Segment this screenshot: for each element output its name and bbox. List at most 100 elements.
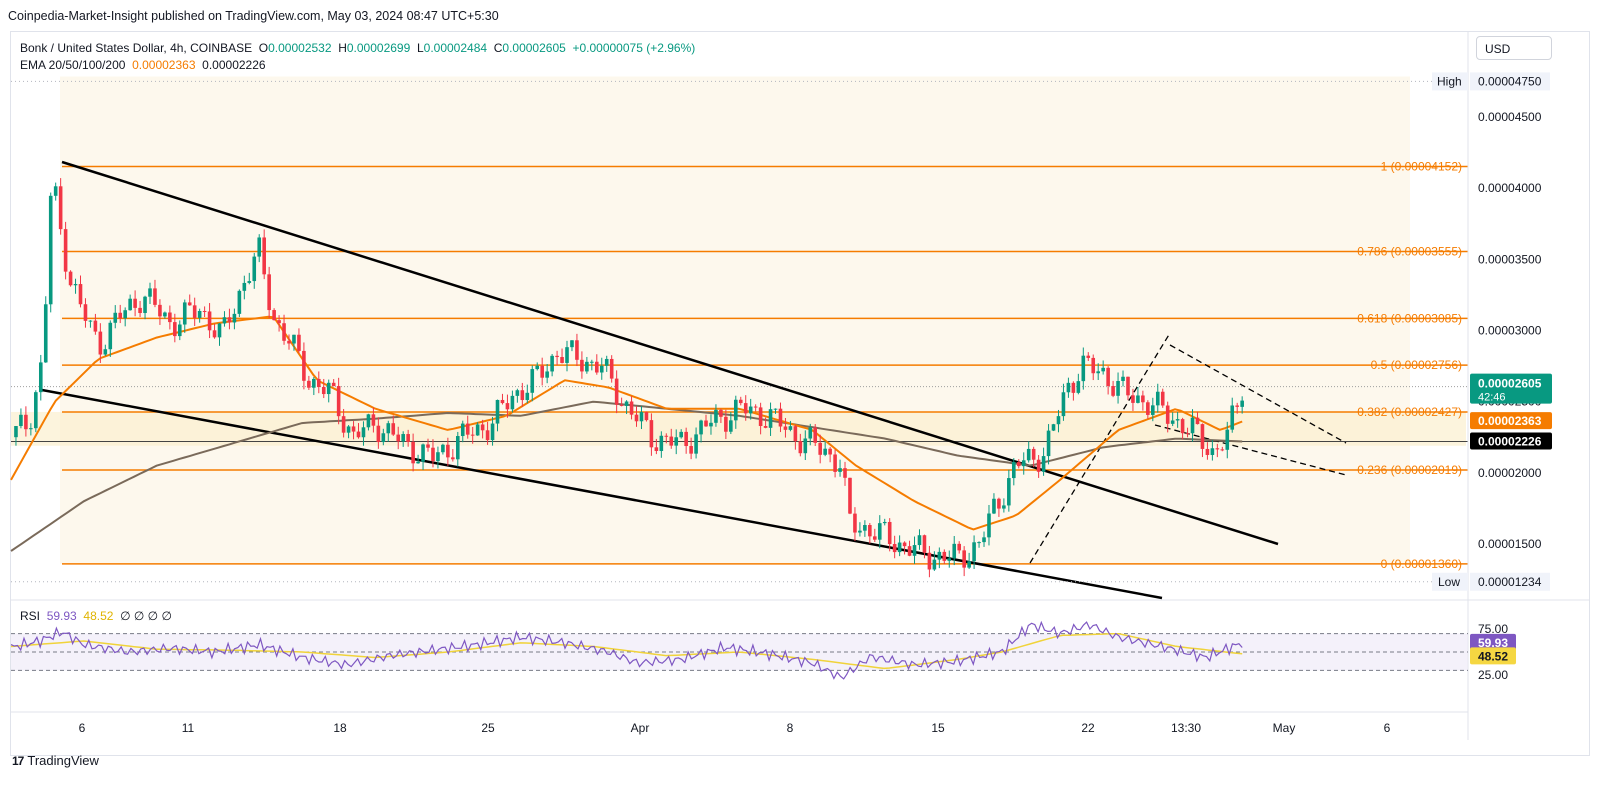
rsi-tag bbox=[1470, 633, 1516, 651]
candle-body bbox=[768, 409, 773, 428]
candle-body bbox=[287, 340, 291, 344]
candle-body bbox=[570, 340, 574, 348]
candle-body bbox=[1215, 448, 1220, 450]
candle-body bbox=[168, 312, 172, 323]
y-tick-5: 0.00002000 bbox=[1478, 466, 1542, 480]
candle-body bbox=[1116, 380, 1120, 396]
candle-body bbox=[1205, 448, 1210, 455]
candle-body bbox=[242, 282, 247, 291]
candle-body bbox=[1091, 357, 1096, 374]
symbol-label[interactable]: Bonk / United States Dollar, 4h, COINBAS… bbox=[20, 41, 253, 55]
candle-body bbox=[669, 436, 674, 446]
candle-body bbox=[947, 558, 952, 561]
candle-body bbox=[1076, 381, 1081, 393]
candle-body bbox=[143, 296, 147, 314]
candle-body bbox=[118, 312, 123, 319]
low-tag-bg bbox=[1432, 572, 1468, 591]
candle-body bbox=[361, 427, 366, 438]
candle-body bbox=[614, 378, 619, 405]
rsi-ma-tag bbox=[1470, 647, 1516, 665]
candle-body bbox=[326, 382, 331, 395]
candle-body bbox=[565, 347, 569, 363]
x-tick-5: 8 bbox=[787, 721, 794, 735]
rsi-tag-value: 59.93 bbox=[1478, 636, 1508, 650]
candle-body bbox=[222, 317, 227, 324]
candle-body bbox=[580, 359, 584, 372]
candle-body bbox=[88, 320, 93, 322]
candle-body bbox=[515, 390, 520, 396]
candle-body bbox=[1086, 355, 1091, 358]
rsi-label[interactable]: RSI bbox=[20, 609, 41, 623]
ema-label[interactable]: EMA 20/50/100/200 bbox=[20, 58, 126, 72]
fib-shade bbox=[60, 76, 1410, 564]
tradingview-brand[interactable]: 17 TradingView bbox=[12, 753, 99, 768]
bar-countdown: 42:46 bbox=[1478, 392, 1506, 404]
candle-body bbox=[619, 404, 624, 406]
candle-body bbox=[257, 237, 262, 257]
candle-body bbox=[912, 545, 917, 556]
candle-body bbox=[858, 530, 862, 533]
x-tick-10: 6 bbox=[1384, 721, 1391, 735]
high-label: H bbox=[338, 41, 347, 55]
candle-body bbox=[853, 513, 857, 533]
candle-body bbox=[594, 361, 599, 373]
candle-body bbox=[838, 468, 842, 472]
candle-body bbox=[128, 298, 132, 311]
candle-body bbox=[247, 281, 252, 283]
y-tick-6: 0.00001500 bbox=[1478, 537, 1542, 551]
candle-body bbox=[24, 414, 28, 430]
candle-body bbox=[133, 298, 137, 308]
candle-body bbox=[1106, 367, 1110, 386]
candle-body bbox=[982, 537, 986, 543]
candle-body bbox=[63, 229, 68, 272]
candle-body bbox=[376, 425, 381, 443]
high-tag-value: 0.00004750 bbox=[1478, 74, 1542, 88]
candle-body bbox=[78, 284, 83, 305]
candle-body bbox=[773, 408, 778, 410]
candle-body bbox=[743, 403, 748, 414]
candle-body bbox=[292, 334, 296, 344]
candle-body bbox=[828, 448, 832, 455]
candle-body bbox=[962, 550, 966, 568]
rsi-tick-0: 75.00 bbox=[1478, 622, 1508, 636]
candle-body bbox=[441, 444, 445, 453]
candle-body bbox=[694, 434, 698, 454]
candle-body bbox=[813, 427, 818, 443]
candle-body bbox=[351, 426, 356, 432]
candle-body bbox=[1041, 456, 1046, 472]
low-value: 0.00002484 bbox=[423, 41, 488, 55]
candle-body bbox=[1235, 405, 1240, 407]
candle-body bbox=[674, 437, 679, 446]
candle-body bbox=[1210, 448, 1215, 455]
fib-label-1: 0.786 (0.00003555) bbox=[1357, 244, 1462, 258]
candle-body bbox=[972, 542, 976, 562]
candle-body bbox=[997, 498, 1001, 509]
currency-button[interactable]: USD bbox=[1476, 36, 1552, 60]
candle-body bbox=[68, 271, 73, 286]
candle-body bbox=[987, 513, 991, 538]
ema-fast-tag bbox=[1470, 412, 1552, 430]
candle-body bbox=[277, 320, 281, 324]
change-value: +0.00000075 (+2.96%) bbox=[572, 41, 696, 55]
candle-body bbox=[1160, 391, 1165, 406]
candle-body bbox=[733, 399, 738, 421]
candle-body bbox=[932, 559, 937, 570]
candle-body bbox=[451, 457, 455, 460]
candle-body bbox=[202, 310, 207, 312]
low-tag-label: Low bbox=[1438, 575, 1460, 589]
candle-body bbox=[83, 304, 88, 321]
candle-body bbox=[1190, 417, 1195, 434]
candle-body bbox=[1046, 430, 1051, 457]
candle-body bbox=[907, 546, 912, 556]
candle-body bbox=[192, 305, 197, 318]
candle-body bbox=[1220, 449, 1225, 451]
candle-body bbox=[252, 256, 257, 282]
candle-body bbox=[937, 551, 942, 560]
candle-body bbox=[684, 431, 688, 447]
rsi-tick-1: 25.00 bbox=[1478, 668, 1508, 682]
candle-body bbox=[1066, 382, 1071, 393]
candle-body bbox=[1012, 462, 1016, 479]
candle-body bbox=[520, 390, 525, 401]
candle-body bbox=[634, 414, 639, 422]
